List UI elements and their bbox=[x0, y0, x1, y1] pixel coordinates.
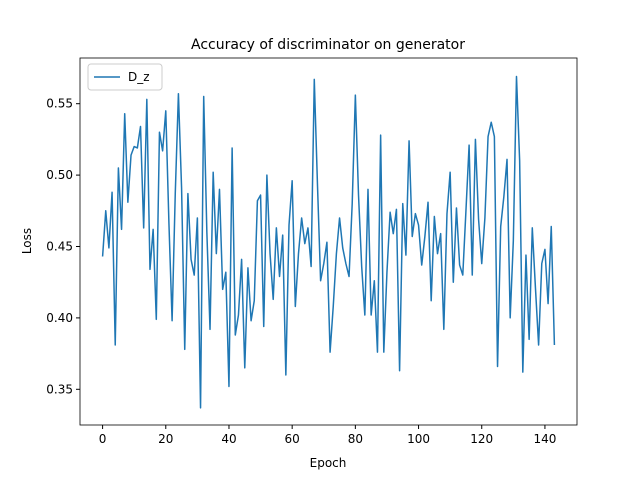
x-tick-label: 40 bbox=[221, 432, 236, 446]
line-series bbox=[101, 75, 556, 409]
legend-label: D_z bbox=[128, 70, 150, 84]
x-tick-label: 120 bbox=[470, 432, 493, 446]
y-tick-label: 0.40 bbox=[46, 311, 73, 325]
chart-title: Accuracy of discriminator on generator bbox=[191, 37, 465, 53]
axes-frame bbox=[79, 57, 578, 426]
x-tick-label: 80 bbox=[348, 432, 363, 446]
x-tick-label: 100 bbox=[407, 432, 430, 446]
y-tick-label: 0.35 bbox=[46, 382, 73, 396]
y-tick-label: 0.45 bbox=[46, 239, 73, 253]
x-tick-label: 0 bbox=[99, 432, 107, 446]
x-axis-label: Epoch bbox=[310, 456, 347, 470]
y-tick-label: 0.55 bbox=[46, 97, 73, 111]
x-tick-label: 20 bbox=[158, 432, 173, 446]
y-axis-label: Loss bbox=[20, 228, 34, 254]
x-tick-label: 140 bbox=[533, 432, 556, 446]
x-tick-label: 60 bbox=[285, 432, 300, 446]
legend-box bbox=[87, 63, 163, 91]
y-tick-label: 0.50 bbox=[46, 168, 73, 182]
